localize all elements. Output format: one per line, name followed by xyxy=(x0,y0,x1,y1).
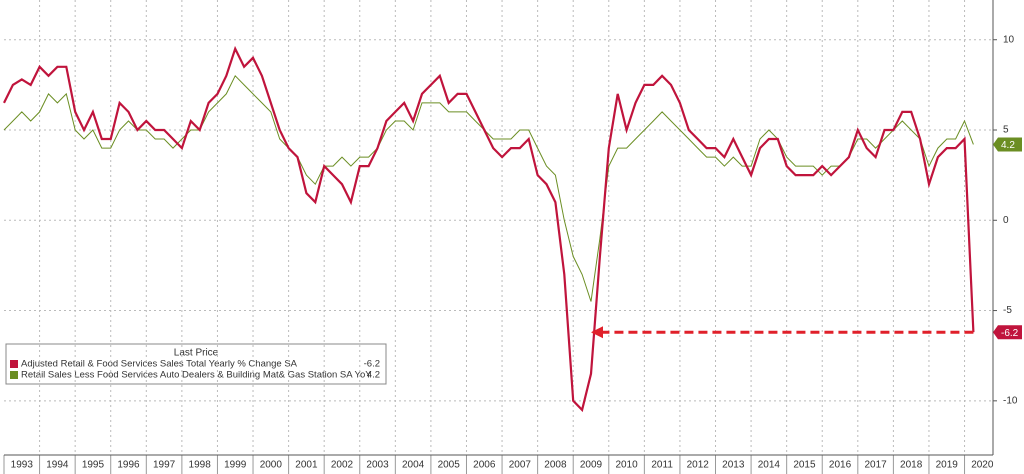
legend-value: 4.2 xyxy=(367,370,380,381)
value-tag xyxy=(993,137,1022,152)
x-tick-label: 2014 xyxy=(758,460,781,471)
x-tick-label: 2008 xyxy=(544,460,567,471)
legend-title: Last Price xyxy=(174,348,219,359)
legend-value: -6.2 xyxy=(364,359,380,370)
x-tick-label: 2010 xyxy=(615,460,638,471)
x-tick-label: 2002 xyxy=(331,460,354,471)
series-line xyxy=(3,45,975,413)
legend-swatch xyxy=(10,371,18,379)
y-tick-label: -5 xyxy=(1003,305,1012,316)
x-tick-label: 2001 xyxy=(295,460,318,471)
x-tick-label: 1998 xyxy=(189,460,212,471)
legend-swatch xyxy=(10,360,18,368)
x-tick-label: 1994 xyxy=(46,460,69,471)
x-tick-label: 2013 xyxy=(722,460,745,471)
legend: Last Price Adjusted Retail & Food Servic… xyxy=(5,343,387,385)
x-tick-label: 1995 xyxy=(82,460,105,471)
legend-label: Adjusted Retail & Food Services Sales To… xyxy=(21,359,298,370)
x-tick-label: 2018 xyxy=(900,460,923,471)
legend-label: Retail Sales Less Food Services Auto Dea… xyxy=(21,370,372,381)
y-tick-label: 10 xyxy=(1003,34,1015,45)
x-tick-label: 1997 xyxy=(153,460,176,471)
value-tag xyxy=(993,325,1022,340)
value-tag-label: 4.2 xyxy=(1001,140,1015,151)
legend-box xyxy=(5,343,387,385)
x-tick-label: 2005 xyxy=(438,460,461,471)
x-tick-label: 2006 xyxy=(473,460,496,471)
x-tick-label: 2015 xyxy=(793,460,816,471)
x-tick-label: 2012 xyxy=(687,460,710,471)
annotation-arrowhead xyxy=(590,326,603,339)
y-tick-label: -10 xyxy=(1003,395,1018,406)
series-line xyxy=(3,74,974,302)
x-tick-label: 2004 xyxy=(402,460,425,471)
x-tick-label: 2009 xyxy=(580,460,603,471)
x-tick-label: 2011 xyxy=(651,460,673,471)
x-tick-label: 2016 xyxy=(829,460,852,471)
x-tick-label: 2000 xyxy=(260,460,283,471)
value-tag-label: -6.2 xyxy=(1001,328,1019,339)
x-tick-label: 1993 xyxy=(11,460,34,471)
x-tick-label: 1996 xyxy=(117,460,140,471)
y-tick-label: 5 xyxy=(1003,125,1009,136)
x-tick-label: 2019 xyxy=(936,460,959,471)
x-tick-label: 1999 xyxy=(224,460,247,471)
x-tick-label: 2003 xyxy=(366,460,389,471)
x-tick-label: 2020 xyxy=(971,460,994,471)
x-tick-label: 2007 xyxy=(509,460,532,471)
y-tick-label: 0 xyxy=(1003,215,1009,226)
x-tick-label: 2017 xyxy=(864,460,887,471)
